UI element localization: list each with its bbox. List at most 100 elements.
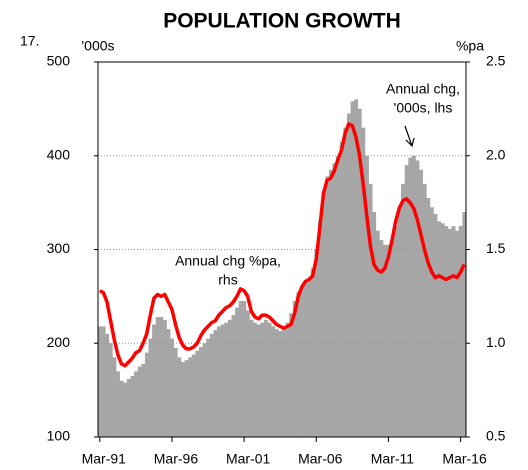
bar: [419, 169, 424, 437]
bar: [256, 324, 261, 437]
bar: [292, 301, 297, 437]
bar: [404, 165, 409, 437]
bar: [224, 322, 229, 437]
bar: [426, 197, 431, 437]
bar: [310, 268, 315, 437]
bar: [343, 127, 348, 437]
bar: [429, 207, 434, 437]
y-axis-label: '000s: [81, 38, 114, 54]
bar: [155, 317, 160, 437]
bar: [98, 326, 102, 437]
bar: [346, 113, 351, 437]
bar: [354, 99, 359, 437]
bar: [361, 127, 366, 437]
x-tick-label: Mar-91: [82, 451, 127, 467]
chart-title: POPULATION GROWTH: [163, 10, 401, 33]
bar: [411, 155, 416, 437]
bar: [209, 333, 214, 437]
bar: [458, 226, 463, 437]
bar: [440, 223, 445, 437]
y-tick-label: 300: [47, 240, 71, 256]
bar: [134, 371, 138, 437]
bar: [267, 322, 272, 437]
bar: [307, 277, 312, 437]
bar: [408, 157, 413, 437]
bar: [162, 319, 167, 437]
bar: [188, 357, 193, 437]
y-tick-label: 500: [47, 53, 71, 69]
y2-tick-label: 2.5: [486, 53, 506, 69]
bar: [180, 362, 185, 437]
bar: [191, 354, 196, 437]
bar: [202, 343, 207, 437]
bar: [296, 291, 301, 437]
y2-tick-label: 0.5: [486, 428, 506, 444]
bar: [444, 226, 449, 437]
x-tick-label: Mar-06: [298, 451, 343, 467]
bar: [235, 307, 240, 437]
bar: [289, 313, 294, 437]
bar: [332, 163, 337, 437]
bar: [422, 183, 427, 437]
bar: [401, 183, 405, 437]
y-tick-label: 200: [47, 334, 71, 350]
bar: [274, 329, 279, 437]
bar: [433, 213, 438, 437]
bar: [282, 329, 286, 437]
x-tick-label: Mar-01: [226, 451, 271, 467]
bar: [152, 324, 157, 437]
bar: [390, 240, 395, 437]
bar: [314, 249, 319, 437]
bar: [397, 207, 402, 437]
bar: [227, 319, 232, 437]
bar: [105, 333, 110, 437]
x-tick-label: Mar-96: [154, 451, 199, 467]
bar: [451, 226, 456, 437]
bar: [144, 352, 149, 437]
bar: [372, 212, 377, 437]
bar: [339, 141, 344, 437]
bar: [108, 343, 113, 437]
bar: [242, 301, 247, 437]
figure-number: 17.: [20, 33, 39, 49]
bar: [455, 230, 460, 437]
bar: [101, 326, 106, 437]
bar: [278, 331, 283, 437]
y2-tick-label: 1.5: [486, 240, 506, 256]
y2-tick-label: 1.0: [486, 334, 506, 350]
bar: [130, 376, 135, 437]
bar: [238, 301, 243, 437]
y2-axis-label: %pa: [456, 38, 484, 54]
bar: [393, 226, 398, 437]
bar: [173, 347, 178, 437]
bar: [148, 338, 153, 437]
bar: [220, 324, 225, 437]
bar: [166, 329, 171, 437]
bar: [447, 228, 452, 437]
bar: [368, 183, 373, 437]
bar: [285, 322, 290, 437]
bar: [231, 315, 236, 437]
bar: [123, 382, 128, 437]
bar: [300, 287, 304, 437]
bar: [217, 326, 221, 437]
y-tick-label: 400: [47, 146, 71, 162]
bar: [170, 338, 175, 437]
bar: [386, 244, 391, 437]
annotation: rhs: [218, 272, 237, 288]
x-tick-label: Mar-11: [371, 451, 415, 467]
bar: [177, 357, 182, 437]
annotation-arrow: [404, 125, 415, 148]
bar: [249, 319, 254, 437]
y2-tick-label: 2.0: [486, 146, 506, 162]
bar: [379, 240, 384, 437]
bar: [126, 378, 131, 437]
annotation: '000s, lhs: [394, 100, 453, 116]
bar: [318, 221, 322, 437]
bar: [336, 155, 341, 437]
bar: [303, 282, 308, 437]
plot-area: [98, 99, 467, 437]
bar: [263, 319, 268, 437]
bar: [357, 108, 362, 437]
bar: [195, 350, 200, 437]
